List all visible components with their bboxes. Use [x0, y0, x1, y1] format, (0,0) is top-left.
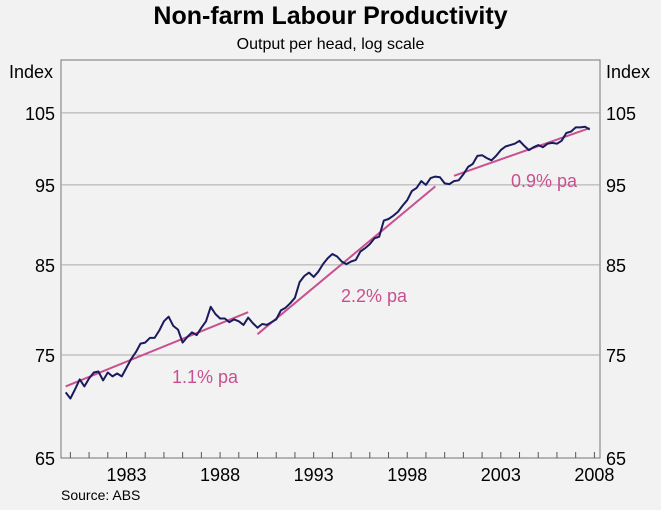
trend-label: 0.9% pa [511, 171, 578, 191]
y-tick-label-right: 75 [606, 346, 626, 366]
x-tick-label: 2008 [574, 465, 614, 485]
y-axis-title-right: Index [606, 62, 650, 82]
y-tick-label-left: 105 [25, 104, 55, 124]
y-tick-label-right: 65 [606, 449, 626, 469]
source-note: Source: ABS [61, 487, 141, 503]
y-axis-title-left: Index [9, 62, 53, 82]
x-tick-label: 1988 [200, 465, 240, 485]
trend-line [453, 127, 591, 177]
plot-frame [60, 59, 601, 459]
y-tick-label-left: 75 [35, 346, 55, 366]
x-tick-label: 1998 [387, 465, 427, 485]
y-tick-label-right: 95 [606, 176, 626, 196]
chart-subtitle: Output per head, log scale [236, 36, 425, 53]
trend-line [65, 311, 249, 388]
series-line-productivity [64, 125, 591, 400]
trend-line [256, 185, 436, 335]
trend-label: 1.1% pa [172, 367, 239, 387]
y-tick-label-right: 85 [606, 256, 626, 276]
y-tick-label-right: 105 [606, 104, 636, 124]
x-tick-label: 1983 [106, 465, 146, 485]
chart-title: Non-farm Labour Productivity [153, 2, 508, 30]
x-tick-label: 1993 [294, 465, 334, 485]
y-tick-label-left: 65 [35, 449, 55, 469]
x-tick-label: 2003 [481, 465, 521, 485]
trend-label: 2.2% pa [341, 286, 408, 306]
y-tick-label-left: 95 [35, 176, 55, 196]
y-tick-label-left: 85 [35, 256, 55, 276]
